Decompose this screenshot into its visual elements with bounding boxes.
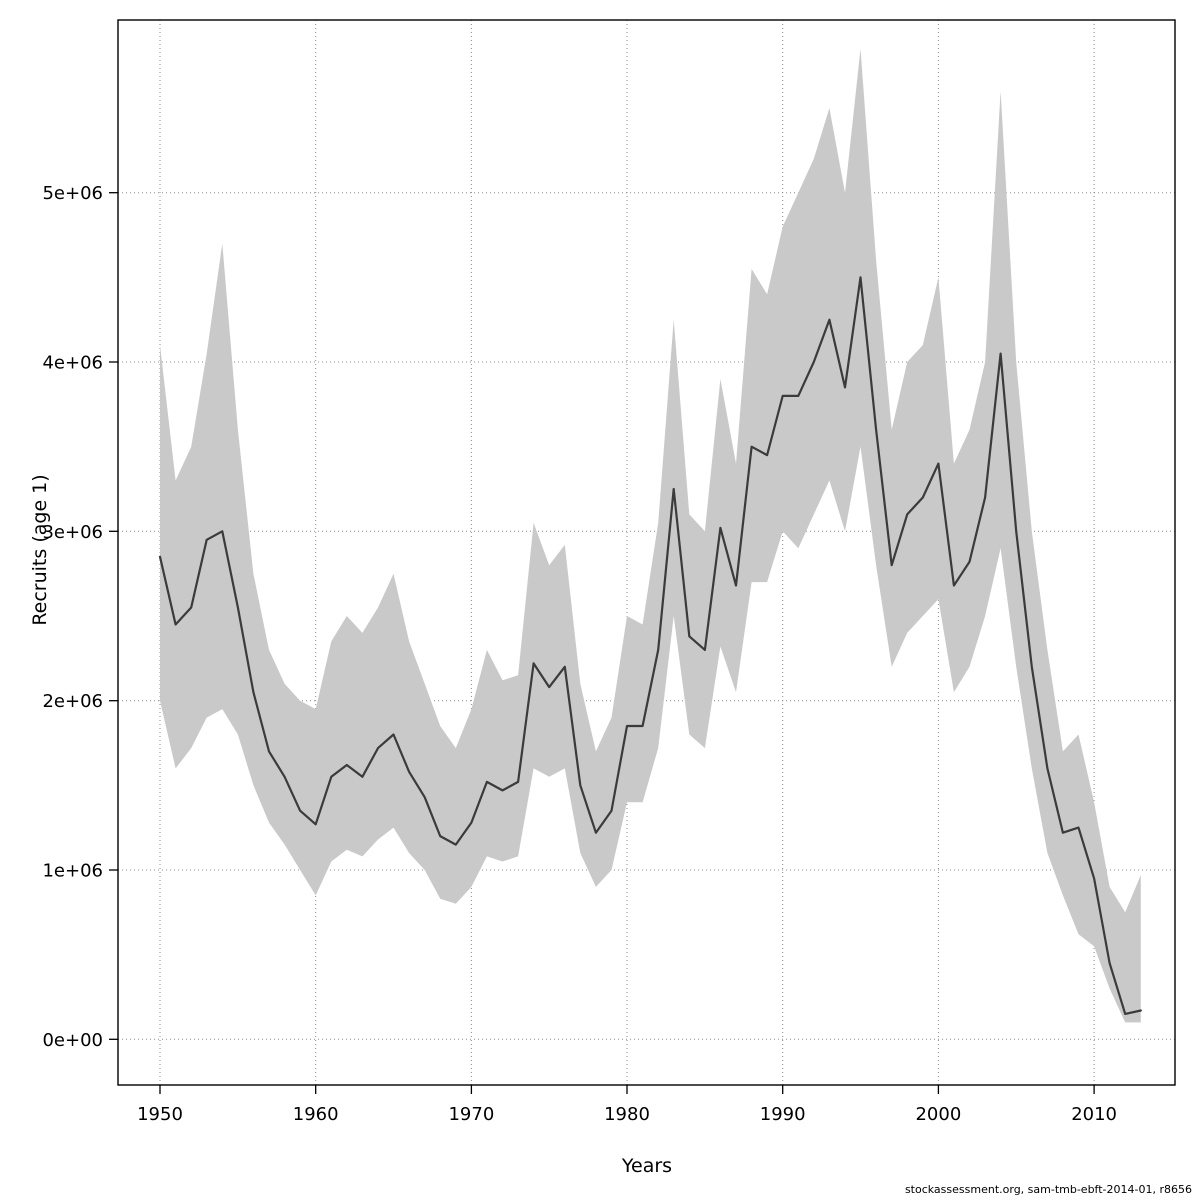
y-axis-title: Recruits (age 1) [29, 474, 51, 626]
x-tick-label: 2000 [915, 1104, 961, 1125]
y-tick-label: 1e+06 [42, 861, 103, 882]
x-tick-label: 1980 [604, 1104, 650, 1125]
confidence-band [160, 48, 1141, 1023]
y-tick-label: 3e+06 [42, 522, 103, 543]
y-tick-label: 4e+06 [42, 353, 103, 374]
y-tick-label: 2e+06 [42, 691, 103, 712]
x-tick-label: 1960 [293, 1104, 339, 1125]
y-tick-label: 5e+06 [42, 183, 103, 204]
plot-border [117, 19, 1176, 1086]
x-tick-label: 1990 [760, 1104, 806, 1125]
y-tick-label: 0e+00 [42, 1030, 103, 1051]
x-tick-label: 1950 [137, 1104, 183, 1125]
x-tick-label: 1970 [448, 1104, 494, 1125]
x-tick-label: 2010 [1071, 1104, 1117, 1125]
estimate-line [158, 276, 1142, 1016]
source-note: stockassessment.org, sam-tmb-ebft-2014-0… [904, 1183, 1192, 1196]
x-axis-title: Years [621, 1155, 673, 1177]
